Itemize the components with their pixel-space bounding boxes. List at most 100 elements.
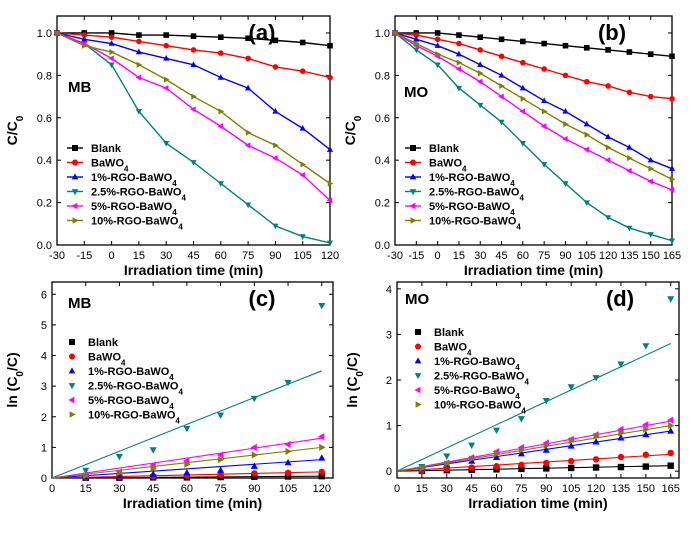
panel-3-data-point (317, 433, 325, 441)
panel-4-data-point (642, 463, 650, 470)
panel-3-data-point (115, 472, 123, 479)
panel-4-data-point (667, 296, 675, 303)
panel-1-data-point (300, 161, 307, 168)
panel-2-legend-label: Blank (429, 143, 460, 155)
panel-1-data-point (245, 129, 252, 136)
panel-1-data-point (136, 61, 143, 68)
panel-3-series-10-rgo-bawo4 (51, 443, 326, 480)
panel-2-legend-label: 2.5%-RGO-BaWO4 (429, 187, 524, 203)
panel-2-data-point (669, 95, 675, 102)
panel-2-data-point (583, 146, 590, 153)
panel-1-data-point (82, 42, 88, 49)
panel-1-data-point (217, 123, 224, 130)
panel-4-data-point (641, 421, 649, 429)
panel-1-data-point (108, 30, 115, 36)
panel-3-ytick-label: 6 (41, 289, 47, 301)
panel-1-xtick-label: 90 (269, 250, 281, 262)
panel-3-data-point (319, 443, 326, 451)
panel-3-data-point (251, 470, 258, 477)
panel-4-data-point (618, 429, 625, 437)
panel-1-data-point (108, 34, 115, 41)
panel-2-data-point (434, 36, 441, 43)
panel-1-ytick-label: 0.6 (37, 113, 52, 125)
panel-2-ytick-label: 0.8 (375, 70, 390, 82)
panel-2-data-point (668, 238, 676, 245)
panel-2-ytick-label: 0.0 (375, 240, 390, 252)
panel-4-data-point (518, 461, 525, 468)
panel-1-legend-marker (72, 159, 78, 166)
panel-2-data-point (627, 154, 633, 162)
panel-4-xtick-label: 15 (416, 483, 428, 495)
panel-1-xtick-label: -30 (49, 250, 65, 262)
panel-1-xlabel: Irradiation time (min) (124, 262, 263, 278)
panel-2-series-line (394, 32, 673, 170)
panel-3-legend-item: Blank (69, 337, 119, 349)
panel-2-data-point (455, 65, 462, 73)
panel-2-data-point (668, 165, 676, 171)
panel-4-fit-line (396, 425, 671, 472)
panel-2-xtick-label: 135 (620, 250, 638, 262)
panel-1-data-point (190, 33, 197, 39)
panel-2-legend-marker (409, 173, 417, 180)
panel-4-data-point (593, 432, 600, 440)
panel-4-legend-label: 2.5%-RGO-BaWO4 (434, 371, 529, 387)
panel-4-data-point (517, 416, 525, 423)
panel-1-data-point (190, 47, 197, 53)
panel-2-data-point (562, 72, 569, 79)
panel-2-data-point (519, 140, 526, 147)
panel-2-legend-item: Blank (405, 143, 460, 155)
panel-2-data-point (563, 121, 569, 128)
panel-2-frame (394, 15, 673, 246)
panel-3-legend-label: BaWO4 (88, 352, 126, 368)
panel-2-ytick-label: 0.4 (375, 155, 390, 167)
panel-1-data-point (245, 35, 251, 42)
panel-2-data-point (562, 42, 569, 49)
panel-4-xtick-label: 75 (515, 483, 527, 495)
panel-1-data-point (163, 55, 170, 61)
panel-2-data-point (498, 72, 505, 78)
panel-4-tag: MO (405, 291, 429, 308)
panel-2-data-point (498, 36, 505, 43)
panel-1-legend-item: 10%-RGO-BaWO4 (67, 216, 183, 231)
panel-1-data-point (108, 62, 115, 69)
panel-4-ytick-label: 1 (386, 421, 392, 433)
panel-2-data-point (648, 165, 655, 172)
panel-2-data-point (626, 49, 633, 55)
panel-4-legend-marker (414, 386, 421, 394)
panel-4-fit-line (396, 453, 671, 472)
panel-2-xtick-label: 165 (663, 250, 681, 262)
panel-3-frame (51, 281, 334, 479)
panel-1-data-point (217, 181, 224, 187)
panel-4-legend-marker (415, 329, 421, 335)
panel-1-data-point (245, 202, 252, 209)
panel-4-data-point (666, 416, 674, 424)
panel-4-data-point (518, 465, 525, 473)
panel-2-data-point (498, 119, 505, 126)
panel-2-data-point (562, 135, 568, 143)
panel-1-legend-item: 2.5%-RGO-BaWO4 (67, 187, 186, 202)
panel-3-data-point (217, 471, 224, 478)
panel-2-series-bawo4 (392, 30, 675, 102)
panel-3-xtick-label: 15 (80, 483, 92, 495)
panel-4-legend-marker (415, 401, 422, 408)
panel-1-legend: Blank BaWO41%-RGO-BaWO42.5%-RGO-BaWO45%-R… (67, 143, 186, 231)
panel-3-ytick-label: 0 (41, 473, 47, 485)
panel-3-tag: MB (68, 295, 91, 312)
panel-4-data-point (617, 425, 624, 433)
panel-4-data-point (617, 463, 625, 471)
panel-4-xlabel: Irradiation time (min) (468, 495, 607, 511)
panel-2-series-2-5-rgo-bawo4 (391, 30, 676, 245)
panel-1-data-point (217, 74, 224, 80)
panel-2-data-point (583, 120, 590, 127)
panel-2-xtick-label: 45 (495, 250, 507, 262)
panel-2-legend-label: 10%-RGO-BaWO4 (429, 216, 521, 232)
panel-4-data-point (592, 438, 600, 445)
panel-1-data-point (163, 32, 169, 38)
panel-3-legend-item: 2.5%-RGO-BaWO4 (68, 381, 183, 396)
panel-1-data-point (326, 146, 334, 152)
panel-4-data-point (668, 422, 675, 430)
panel-4-fit-line (396, 465, 671, 472)
panel-4-legend-label: Blank (434, 327, 465, 339)
panel-2-data-point (541, 108, 548, 115)
panel-1-legend-label: BaWO4 (91, 158, 129, 174)
